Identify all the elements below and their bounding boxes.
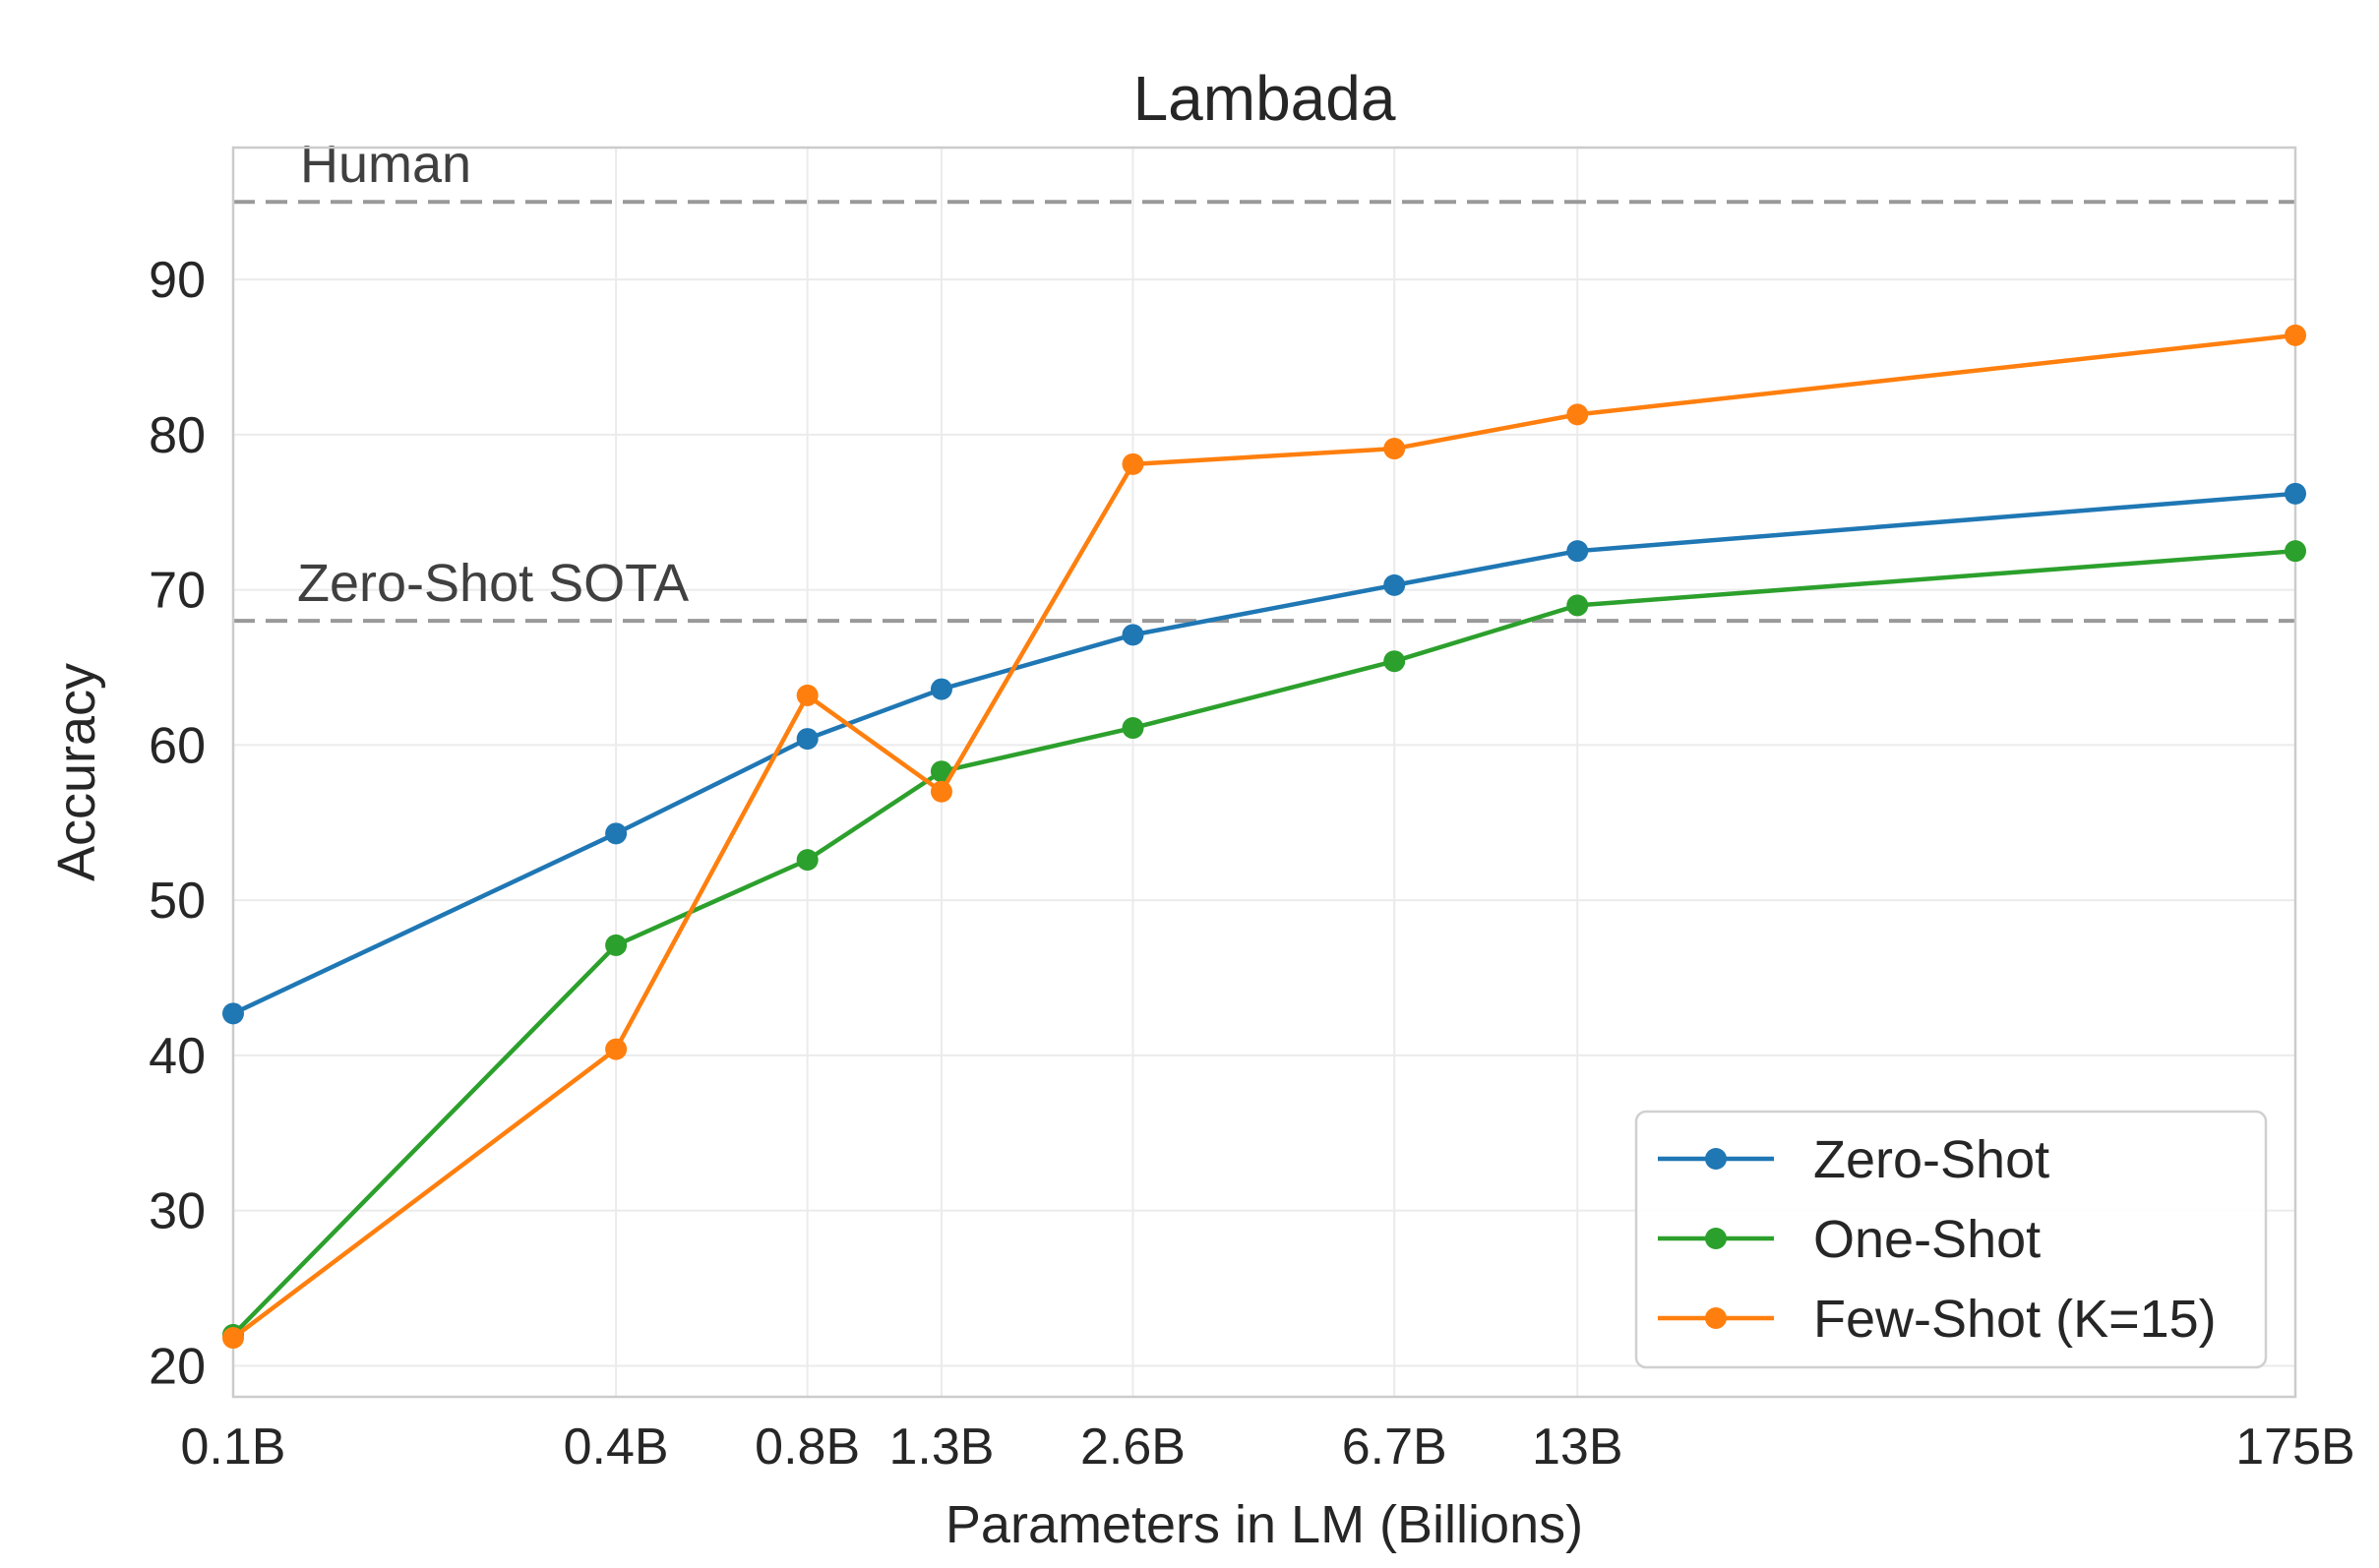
- y-tick-label: 80: [149, 407, 206, 464]
- data-point: [1383, 573, 1406, 596]
- reference-line-label: Zero-Shot SOTA: [297, 554, 689, 613]
- y-tick-label: 20: [149, 1338, 206, 1395]
- data-point: [605, 822, 628, 845]
- legend-item-2: One-Shot: [1658, 1210, 2041, 1269]
- data-point: [796, 684, 819, 706]
- data-point: [1566, 594, 1589, 617]
- data-point: [1383, 438, 1406, 460]
- data-point: [1122, 717, 1144, 740]
- legend-swatch-marker: [1705, 1148, 1727, 1170]
- data-point: [1122, 452, 1144, 475]
- data-point: [2285, 482, 2306, 505]
- series-line: [231, 548, 2296, 1337]
- data-point: [1122, 624, 1144, 646]
- data-point: [222, 1002, 244, 1025]
- reference-lines: Human Zero-Shot SOTA: [233, 135, 2295, 624]
- y-tick-label: 70: [149, 563, 206, 620]
- legend-label: One-Shot: [1813, 1210, 2041, 1269]
- data-point: [605, 934, 628, 956]
- data-point: [930, 780, 952, 803]
- series-3: [222, 324, 2306, 1350]
- legend-item-1: Zero-Shot: [1658, 1130, 2049, 1189]
- data-point: [796, 849, 819, 872]
- series-1: [222, 482, 2306, 1025]
- legend-label: Zero-Shot: [1813, 1130, 2049, 1189]
- data-point: [222, 1327, 244, 1350]
- y-tick-label: 90: [149, 252, 206, 309]
- series-line: [232, 491, 2296, 1016]
- x-tick-label: 6.7B: [1342, 1418, 1447, 1476]
- data-point: [1566, 403, 1589, 426]
- series-line: [231, 332, 2296, 1340]
- data-point: [930, 678, 952, 700]
- plot-frame: [231, 146, 2297, 1399]
- y-tick-labels: 20 30 40 50 60 70 80 90: [149, 252, 206, 1395]
- x-tick-labels: 0.1B 0.4B 0.8B 1.3B 2.6B 6.7B 13B 175B: [181, 1418, 2355, 1476]
- x-tick-label: 13B: [1532, 1418, 1623, 1476]
- legend-swatch-marker: [1705, 1228, 1727, 1249]
- x-tick-label: 1.3B: [888, 1418, 994, 1476]
- x-tick-label: 0.1B: [181, 1418, 286, 1476]
- data-point: [2285, 324, 2306, 346]
- data-point: [930, 760, 952, 783]
- x-axis-label: Parameters in LM (Billions): [946, 1495, 1583, 1554]
- legend: Zero-Shot One-Shot Few-Shot (K=15): [1634, 1110, 2268, 1369]
- x-tick-label: 0.8B: [755, 1418, 860, 1476]
- legend-box: [1634, 1110, 2268, 1369]
- data-point: [796, 728, 819, 751]
- y-tick-label: 60: [149, 717, 206, 774]
- x-tick-label: 2.6B: [1080, 1418, 1186, 1476]
- series-2: [222, 540, 2306, 1346]
- y-tick-label: 30: [149, 1183, 206, 1240]
- legend-label: Few-Shot (K=15): [1813, 1290, 2217, 1349]
- reference-line-label: Human: [300, 135, 471, 194]
- y-tick-label: 40: [149, 1028, 206, 1085]
- chart-title: Lambada: [1133, 63, 1396, 134]
- legend-swatch-marker: [1705, 1307, 1727, 1329]
- y-tick-label: 50: [149, 873, 206, 930]
- y-axis-label: Accuracy: [47, 663, 106, 881]
- legend-item-3: Few-Shot (K=15): [1658, 1290, 2217, 1349]
- x-tick-label: 0.4B: [564, 1418, 669, 1476]
- data-point: [2285, 540, 2306, 563]
- x-tick-label: 175B: [2235, 1418, 2354, 1476]
- data-point: [1383, 650, 1406, 673]
- data-point: [1566, 540, 1589, 563]
- data-point: [605, 1038, 628, 1060]
- series-layer: [222, 324, 2306, 1350]
